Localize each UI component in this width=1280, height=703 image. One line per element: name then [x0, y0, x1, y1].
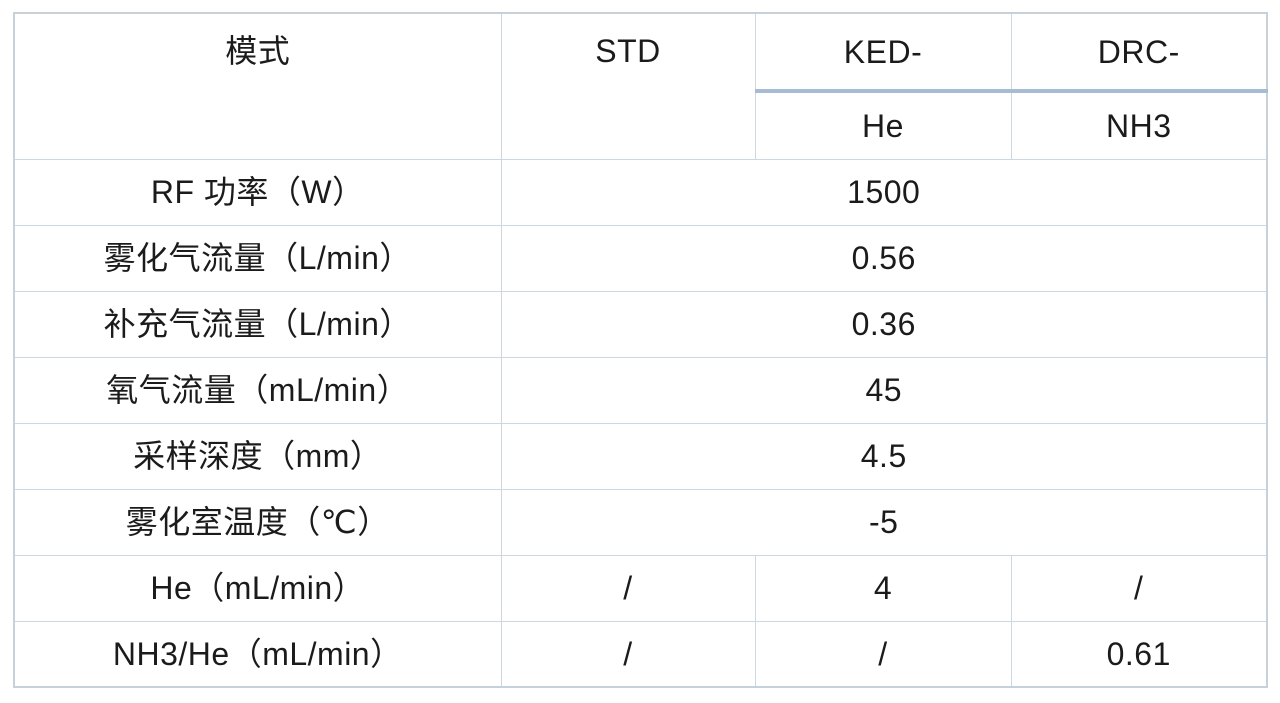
header-ked: KED-	[754, 12, 1012, 93]
row-label: RF 功率（W）	[13, 158, 502, 226]
header-mode: 模式	[13, 12, 502, 160]
ked-value: /	[754, 620, 1012, 688]
std-value: /	[500, 554, 756, 622]
row-label: 补充气流量（L/min）	[13, 290, 502, 358]
row-label: NH3/He（mL/min）	[13, 620, 502, 688]
table-row-rf-power: RF 功率（W） 1500	[13, 158, 1268, 226]
row-label: 雾化室温度（℃）	[13, 488, 502, 556]
row-label: He（mL/min）	[13, 554, 502, 622]
row-label: 采样深度（mm）	[13, 422, 502, 490]
ked-value: 4	[754, 554, 1012, 622]
header-drc: DRC-	[1010, 12, 1268, 93]
table-row-he-flow: He（mL/min） / 4 /	[13, 554, 1268, 622]
header-row-2: He NH3	[14, 90, 1268, 160]
merged-value: 1500	[500, 158, 1268, 226]
header-std: STD	[500, 12, 756, 160]
merged-value: 0.56	[500, 224, 1268, 292]
merged-value: 4.5	[500, 422, 1268, 490]
std-value: /	[500, 620, 756, 688]
row-label: 氧气流量（mL/min）	[13, 356, 502, 424]
row-label: 雾化气流量（L/min）	[13, 224, 502, 292]
merged-value: 45	[500, 356, 1268, 424]
drc-value: /	[1010, 554, 1268, 622]
drc-value: 0.61	[1010, 620, 1268, 688]
header-row-1: 模式 STD KED- DRC-	[13, 12, 1268, 160]
merged-value: -5	[500, 488, 1268, 556]
header-drc-gas: NH3	[1010, 90, 1268, 160]
merged-value: 0.36	[500, 290, 1268, 358]
table-row-makeup-gas: 补充气流量（L/min） 0.36	[13, 290, 1268, 358]
table-row-sampling-depth: 采样深度（mm） 4.5	[13, 422, 1268, 490]
table-row-oxygen-flow: 氧气流量（mL/min） 45	[13, 356, 1268, 424]
instrument-parameter-table: 模式 STD KED- DRC- He NH3 RF 功率（W） 1500 雾化…	[13, 12, 1268, 688]
table-row-nebulizer-gas: 雾化气流量（L/min） 0.56	[13, 224, 1268, 292]
table-row-nh3-he-flow: NH3/He（mL/min） / / 0.61	[13, 620, 1268, 688]
header-ked-gas: He	[754, 90, 1012, 160]
table-row-spray-chamber-temp: 雾化室温度（℃） -5	[13, 488, 1268, 556]
